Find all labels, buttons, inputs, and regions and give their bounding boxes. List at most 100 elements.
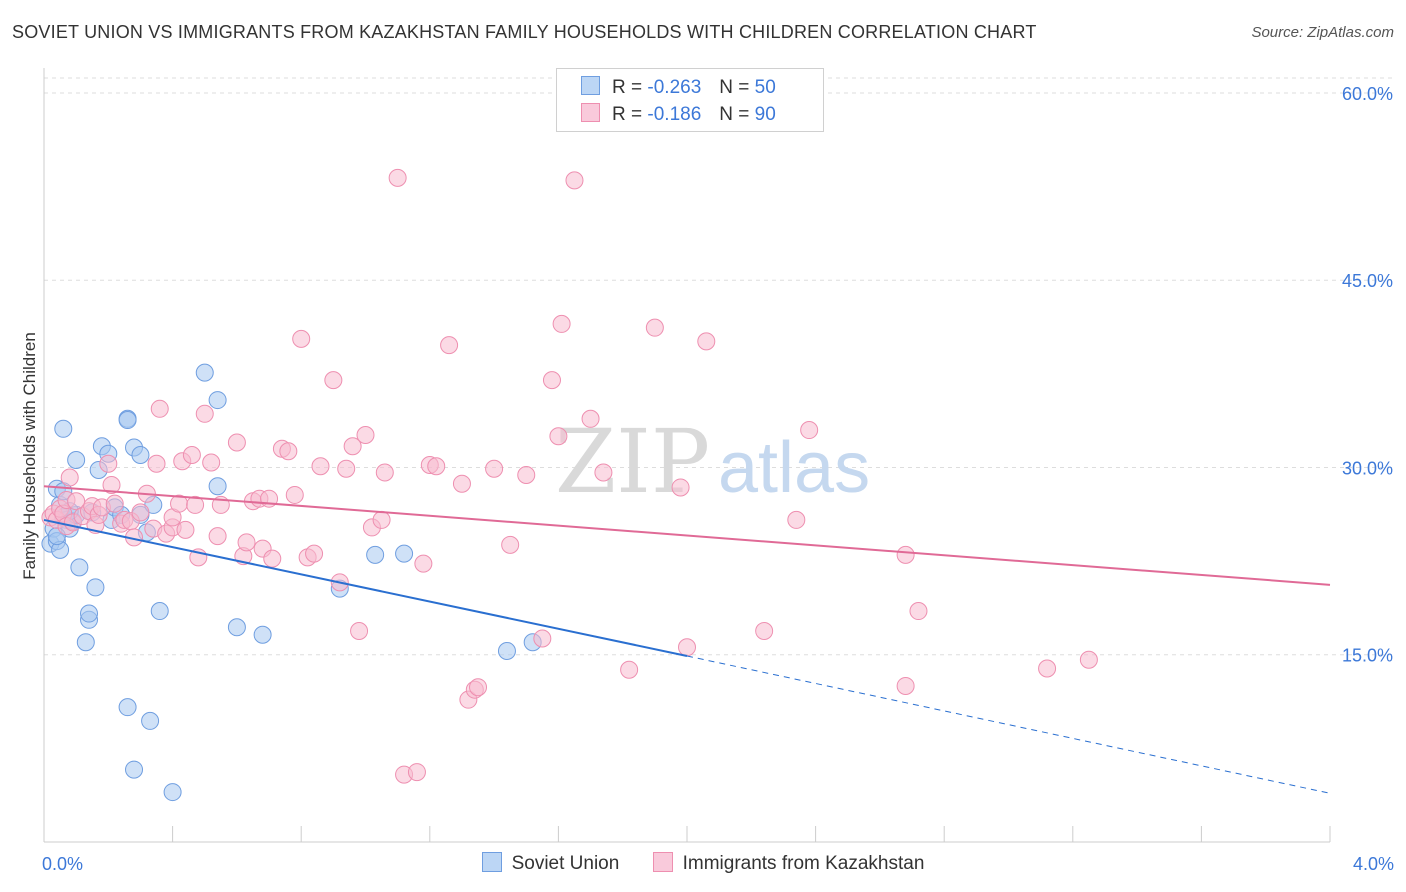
soviet-trend-extension — [686, 655, 1331, 794]
data-point — [118, 411, 137, 430]
data-point — [581, 409, 600, 428]
n-label: N = — [719, 104, 750, 125]
data-point — [163, 783, 182, 802]
data-point — [76, 633, 95, 652]
data-point — [279, 442, 298, 461]
n-label: N = — [719, 77, 750, 98]
data-point — [645, 318, 664, 337]
data-point — [67, 450, 86, 469]
data-point — [620, 660, 639, 679]
data-point — [227, 433, 246, 452]
data-point — [195, 404, 214, 423]
series-legend: Soviet Union Immigrants from Kazakhstan — [0, 852, 1406, 875]
data-point — [186, 495, 205, 514]
data-point — [311, 457, 330, 476]
y-tick-label: 15.0% — [1342, 646, 1393, 666]
source-label: Source: ZipAtlas.com — [1251, 24, 1394, 41]
data-point — [375, 463, 394, 482]
x-tick-labels: 0.0% 4.0% — [42, 854, 1394, 874]
data-point — [337, 459, 356, 478]
data-point — [54, 419, 73, 438]
soviet-swatch — [581, 76, 600, 95]
data-point — [909, 602, 928, 621]
r-label: R = — [612, 77, 643, 98]
data-point — [102, 475, 121, 494]
legend-row-kazakhstan: R = -0.186 N = 90 — [581, 103, 776, 125]
data-point — [125, 760, 144, 779]
kazakhstan-legend-swatch — [652, 852, 673, 872]
data-point — [305, 544, 324, 563]
data-point — [565, 171, 584, 190]
data-point — [427, 457, 446, 476]
data-point — [208, 391, 227, 410]
data-point — [388, 168, 407, 187]
data-point — [86, 578, 105, 597]
data-point — [485, 459, 504, 478]
n-value-kazakhstan: 90 — [754, 104, 776, 125]
data-point — [208, 477, 227, 496]
data-point — [469, 678, 488, 697]
data-point — [755, 622, 774, 641]
n-value-soviet: 50 — [754, 77, 776, 98]
y-tick-labels: 15.0% 30.0% 45.0% 60.0% — [1342, 84, 1393, 666]
r-value-soviet: -0.263 — [647, 77, 702, 98]
data-point — [141, 711, 160, 730]
correlation-legend: R = -0.263 N = 50 R = -0.186 N = 90 — [556, 68, 824, 132]
data-point — [237, 533, 256, 552]
data-point — [787, 510, 806, 529]
chart-title: SOVIET UNION VS IMMIGRANTS FROM KAZAKHST… — [12, 22, 1037, 42]
watermark: ZIP atlas — [555, 410, 870, 513]
data-point — [549, 427, 568, 446]
soviet-trend-line — [43, 518, 688, 657]
data-point — [118, 698, 137, 717]
data-point — [285, 485, 304, 504]
kazakhstan-trend-line — [43, 485, 1331, 586]
data-point — [150, 602, 169, 621]
y-tick-label: 60.0% — [1342, 84, 1393, 104]
data-point — [552, 314, 571, 333]
data-point — [356, 426, 375, 445]
kazakhstan-swatch — [581, 103, 600, 122]
data-point — [414, 554, 433, 573]
data-point — [208, 527, 227, 546]
data-point — [594, 463, 613, 482]
data-point — [896, 545, 915, 564]
data-point — [176, 520, 195, 539]
data-point — [80, 604, 99, 623]
legend-item-soviet: Soviet Union — [481, 852, 620, 875]
legend-label-soviet: Soviet Union — [511, 853, 620, 874]
data-point — [131, 503, 150, 522]
data-point — [452, 474, 471, 493]
data-point — [202, 453, 221, 472]
x-tick-label: 4.0% — [1353, 854, 1394, 874]
data-point — [263, 549, 282, 568]
watermark-atlas: atlas — [718, 428, 870, 508]
y-axis-label: Family Households with Children — [20, 332, 39, 580]
data-point — [372, 510, 391, 529]
data-point — [99, 454, 118, 473]
data-point — [70, 558, 89, 577]
data-point — [150, 399, 169, 418]
data-point — [497, 641, 516, 660]
data-point — [671, 478, 690, 497]
data-point — [395, 544, 414, 563]
data-point — [533, 629, 552, 648]
y-tick-label: 30.0% — [1342, 458, 1393, 478]
data-point — [60, 468, 79, 487]
data-point — [678, 638, 696, 657]
data-point — [896, 676, 915, 695]
data-point — [350, 622, 369, 641]
data-point — [182, 446, 201, 464]
data-point — [253, 625, 272, 644]
legend-row-soviet: R = -0.263 N = 50 — [581, 76, 776, 98]
data-point — [324, 371, 343, 390]
data-point — [407, 763, 426, 782]
data-point — [697, 332, 716, 351]
data-point — [800, 421, 819, 440]
legend-item-kazakhstan: Immigrants from Kazakhstan — [652, 852, 924, 875]
data-point — [67, 492, 86, 511]
data-point — [147, 454, 166, 473]
soviet-legend-swatch — [481, 852, 502, 872]
watermark-zip: ZIP — [555, 410, 710, 513]
